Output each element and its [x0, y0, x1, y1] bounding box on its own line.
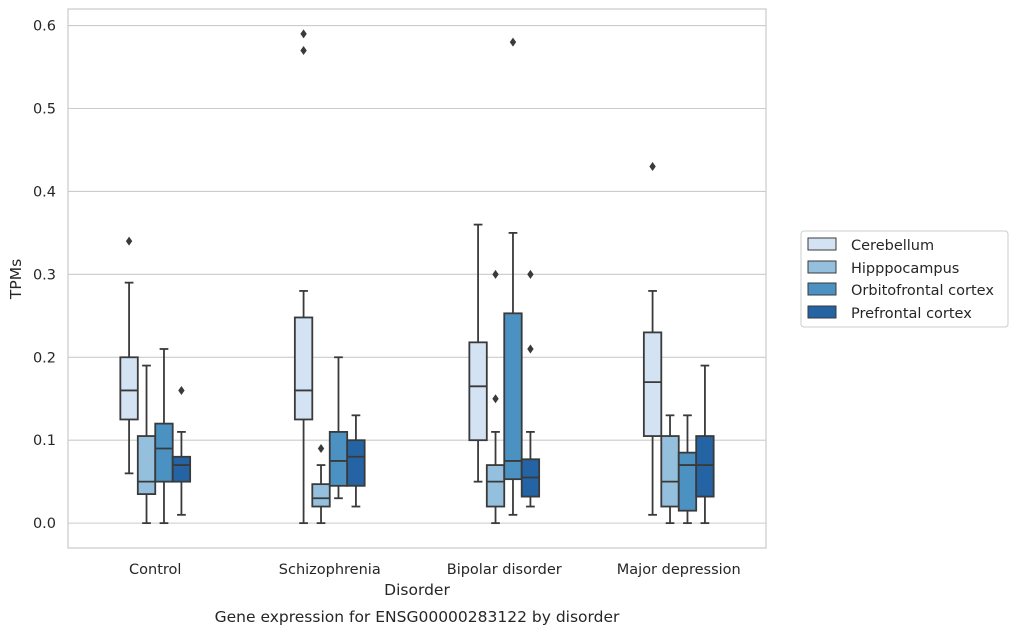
legend-label-orbitofrontal-cortex: Orbitofrontal cortex	[851, 283, 994, 299]
outlier-point	[178, 385, 185, 395]
y-tick-label: 0.4	[33, 184, 56, 200]
plot-frame	[67, 8, 767, 549]
y-tick-label: 0.3	[33, 267, 56, 283]
legend-entry: Cerebellum	[807, 237, 934, 254]
box-body	[311, 483, 331, 508]
legend-entry: Prefrontal cortex	[807, 305, 972, 322]
box	[695, 364, 715, 525]
box	[677, 414, 698, 525]
box-body	[695, 435, 715, 498]
box	[468, 223, 488, 483]
y-tick-label: 0.0	[33, 516, 56, 532]
outlier-point	[300, 45, 307, 55]
box-body	[677, 451, 698, 512]
box-body	[660, 435, 680, 508]
box	[642, 162, 663, 516]
box-body	[293, 316, 314, 421]
box-body	[346, 439, 366, 487]
box	[485, 269, 506, 525]
legend-label-hipppocampus: Hipppocampus	[851, 261, 959, 277]
y-axis-label: TPMs	[7, 259, 25, 300]
x-tick-label: Schizophrenia	[279, 562, 381, 578]
legend-swatch-cerebellum	[807, 237, 837, 251]
legend-label-prefrontal-cortex: Prefrontal cortex	[851, 306, 972, 322]
legend-swatch-hipppocampus	[807, 260, 837, 274]
legend: Cerebellum Hipppocampus Orbitofrontal co…	[800, 230, 1009, 328]
x-axis-ticks: Control Schizophrenia Bipolar disorder Majo…	[129, 562, 741, 578]
box	[503, 37, 523, 516]
box-body	[154, 422, 174, 483]
outlier-point	[649, 162, 656, 172]
box-body	[119, 356, 139, 421]
x-axis-label: Disorder	[384, 581, 450, 599]
box-body	[642, 331, 663, 437]
outlier-point	[300, 29, 307, 39]
outlier-point	[527, 344, 534, 354]
outlier-point	[527, 269, 534, 279]
y-tick-label: 0.5	[33, 102, 56, 118]
outlier-point	[492, 394, 499, 404]
box-body	[503, 312, 523, 481]
box	[171, 385, 192, 516]
gridlines	[68, 25, 766, 524]
legend-entry: Orbitofrontal cortex	[807, 282, 994, 299]
legend-label-cerebellum: Cerebellum	[851, 238, 934, 254]
box-body	[468, 341, 488, 442]
y-tick-label: 0.1	[33, 433, 56, 449]
box	[328, 356, 349, 500]
box	[660, 414, 680, 525]
box	[346, 414, 366, 508]
box	[154, 348, 174, 525]
box	[311, 443, 331, 525]
outlier-point	[509, 37, 517, 47]
x-tick-label: Bipolar disorder	[447, 562, 562, 578]
x-tick-label: Control	[129, 562, 181, 578]
outlier-point	[492, 269, 499, 279]
box-body	[485, 464, 506, 508]
outlier-point	[317, 443, 325, 453]
box	[293, 29, 314, 525]
box	[136, 364, 157, 525]
outlier-point	[125, 236, 133, 246]
x-tick-label: Major depression	[617, 562, 741, 578]
box	[520, 269, 541, 508]
y-tick-label: 0.6	[33, 19, 56, 35]
box-series	[119, 29, 715, 525]
box	[119, 236, 139, 475]
box-body	[171, 455, 192, 483]
chart-caption: Gene expression for ENSG00000283122 by d…	[215, 608, 620, 626]
box-body	[136, 435, 157, 495]
y-axis-ticks: 0.0 0.1 0.2 0.3 0.4 0.5 0.6	[33, 19, 56, 533]
legend-entry: Hipppocampus	[807, 260, 959, 277]
box-body	[328, 431, 349, 487]
legend-swatch-orbitofrontal-cortex	[807, 282, 837, 296]
legend-frame	[800, 230, 1009, 328]
legend-swatch-prefrontal-cortex	[807, 305, 837, 319]
y-tick-label: 0.2	[33, 350, 56, 366]
